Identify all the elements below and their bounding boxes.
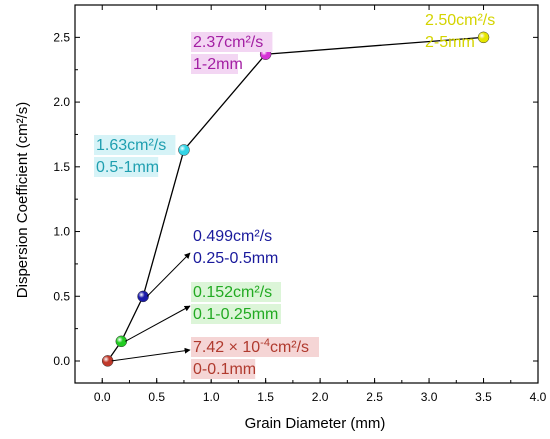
label-bg (191, 54, 238, 74)
y-tick-label: 1.0 (53, 225, 70, 239)
label-bg (191, 304, 281, 324)
point-label: 2.50cm²/s 2-5mm (425, 12, 495, 51)
x-tick-label: 1.0 (203, 390, 220, 404)
point-range-label: 2-5mm (425, 34, 475, 51)
plot-border (74, 4, 539, 384)
label-bg (191, 337, 319, 357)
point-range-label: 0.25-0.5mm (193, 250, 278, 267)
x-tick-label: 1.5 (257, 390, 274, 404)
point-label: 1.63cm²/s 0.5-1mm (94, 135, 176, 177)
point-value-label: 2.37cm²/s (193, 34, 263, 51)
point-value-label: 0.152cm²/s (193, 284, 272, 301)
x-tick-label: 3.0 (421, 390, 438, 404)
x-tick-label: 3.5 (475, 390, 492, 404)
y-axis-ticks: 0.0 0.5 1.0 1.5 2.0 2.5 (53, 4, 538, 368)
label-bg (94, 157, 159, 177)
point-range-label: 1-2mm (193, 56, 243, 73)
annotation-arrow (111, 347, 191, 362)
label-bg (94, 135, 176, 155)
y-axis-title: Dispersion Coefficient (cm²/s) (14, 102, 31, 298)
x-tick-label: 4.0 (530, 390, 547, 404)
plot-frame (74, 4, 539, 384)
point-range-label: 0.5-1mm (96, 159, 159, 176)
data-point (137, 290, 149, 303)
annotation-arrow (146, 252, 191, 297)
point-annotations: 7.42 × 10-4cm²/s 0-0.1mm 0.152cm²/s 0.1-0.2… (94, 12, 495, 379)
x-tick-label: 0.0 (94, 390, 111, 404)
point-value-label: 1.63cm²/s (96, 137, 166, 154)
data-point (178, 144, 190, 156)
point-value-label: 7.42 × 10-4cm²/s (193, 337, 309, 356)
data-point (101, 355, 114, 367)
point-range-label: 0.1-0.25mm (193, 306, 278, 323)
y-tick-label: 2.0 (53, 95, 70, 109)
x-axis-ticks: 0.0 0.5 1.0 1.5 2.0 2.5 3.0 3.5 4.0 (74, 5, 547, 404)
point-range-label: 0-0.1mm (193, 361, 256, 378)
point-value-label: 0.499cm²/s (193, 228, 272, 245)
data-point (477, 31, 490, 44)
y-tick-label: 1.5 (53, 160, 70, 174)
label-bg (191, 32, 273, 52)
point-label: 0.152cm²/s 0.1-0.25mm (191, 282, 281, 324)
point-label: 0.499cm²/s 0.25-0.5mm (193, 228, 278, 267)
y-tick-label: 2.5 (53, 30, 70, 44)
annotation-arrow (125, 305, 191, 342)
y-tick-label: 0.0 (53, 354, 70, 368)
label-bg (191, 282, 281, 302)
label-bg (191, 359, 256, 379)
series-line (107, 36, 484, 362)
point-label: 7.42 × 10-4cm²/s 0-0.1mm (191, 337, 319, 379)
y-tick-label: 0.5 (53, 289, 70, 303)
data-point (115, 335, 128, 348)
x-axis-title: Grain Diameter (mm) (245, 415, 386, 432)
point-label: 2.37cm²/s 1-2mm (191, 32, 273, 74)
x-tick-label: 0.5 (148, 390, 165, 404)
point-value-label: 2.50cm²/s (425, 12, 495, 29)
x-tick-label: 2.5 (366, 390, 383, 404)
data-series (101, 31, 490, 367)
x-tick-label: 2.0 (312, 390, 329, 404)
